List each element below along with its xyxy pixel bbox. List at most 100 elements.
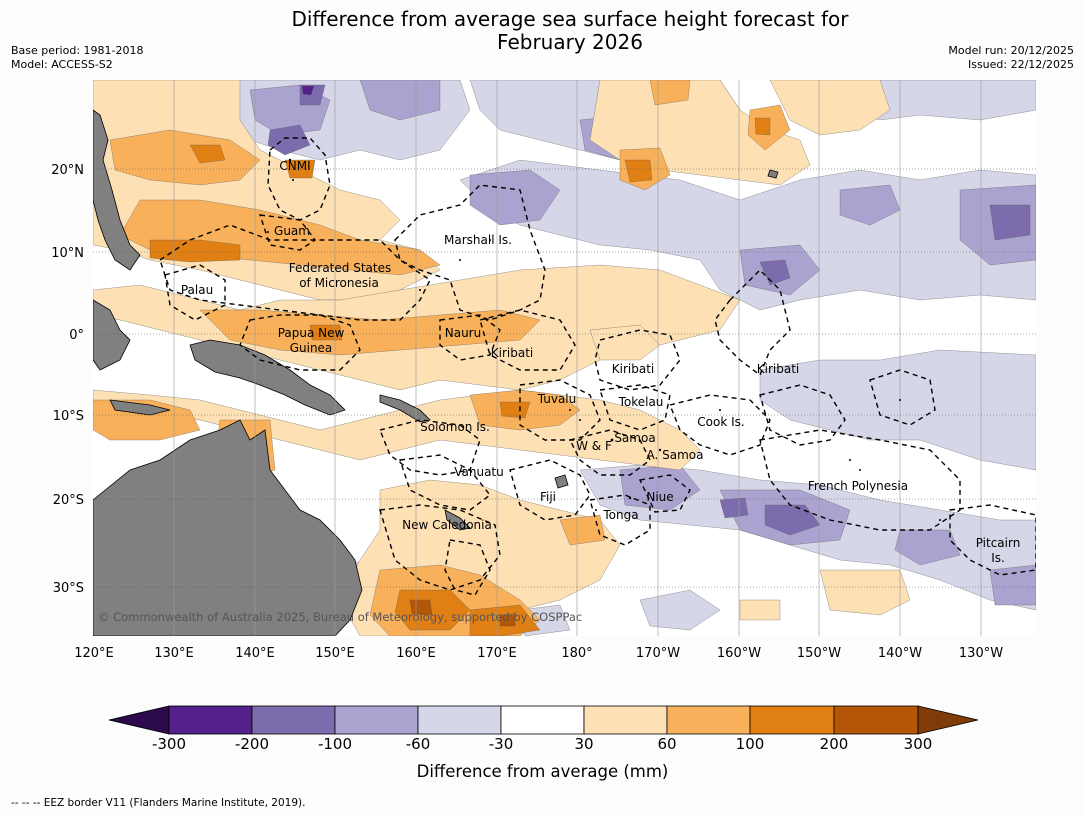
anomaly-pos60-areas (93, 80, 791, 636)
label-fsm-2: of Micronesia (299, 276, 379, 290)
land-masses (93, 109, 779, 636)
label-guam: Guam (274, 224, 310, 238)
label-fsm-1: Federated States (289, 261, 391, 275)
label-pitcairn-1: Pitcairn (976, 536, 1021, 550)
land-new-guinea (189, 339, 346, 416)
colorbar-bin (583, 705, 668, 735)
colorbar-bin (417, 705, 502, 735)
lat-tick: 0° (69, 328, 84, 343)
lon-tick: 150°E (315, 646, 355, 661)
colorbar-bin (251, 705, 336, 735)
colorbar-bin (666, 705, 751, 735)
label-asamoa: A. Samoa (647, 448, 704, 462)
label-marshall: Marshall Is. (444, 233, 512, 247)
lon-tick: 130°W (959, 646, 1003, 661)
lon-tick: 160°E (396, 646, 436, 661)
colorbar-tick: 200 (819, 735, 849, 753)
lon-tick: 170°E (477, 646, 517, 661)
gridlines (173, 80, 982, 636)
label-tokelau: Tokelau (618, 395, 664, 409)
lon-tick: 120°E (74, 646, 114, 661)
lon-axis: 120°E 130°E 140°E 150°E 160°E 170°E 180°… (74, 646, 1003, 661)
lon-tick: 130°E (154, 646, 194, 661)
colorbar-tick: 30 (574, 735, 594, 753)
colorbar-tick: -60 (405, 735, 431, 753)
lon-tick: 150°W (797, 646, 841, 661)
lon-tick: 170°W (636, 646, 680, 661)
colorbar-tick: 60 (657, 735, 677, 753)
region-labels: CNMI Guam Marshall Is. Federated States … (181, 159, 1020, 565)
label-samoa: Samoa (614, 431, 655, 445)
label-fiji: Fiji (540, 490, 556, 504)
label-new-caledonia: New Caledonia (402, 518, 492, 532)
label-tuvalu: Tuvalu (537, 392, 577, 406)
lat-axis: 20°N 10°N 0° 10°S 20°S 30°S (51, 163, 84, 596)
colorbar-tick: -300 (151, 735, 187, 753)
map-title: Difference from average sea surface heig… (0, 8, 1085, 54)
base-period: Base period: 1981-2018 (11, 44, 144, 57)
lon-tick: 180° (561, 646, 592, 661)
label-cook: Cook Is. (697, 415, 744, 429)
colorbar-bin (500, 705, 585, 735)
land-timor (109, 399, 171, 416)
lat-tick: 30°S (53, 581, 84, 596)
colorbar-neg-extreme (108, 705, 170, 735)
colorbar-bin (334, 705, 419, 735)
label-tonga: Tonga (602, 508, 638, 522)
lat-tick: 20°S (53, 493, 84, 508)
label-png-1: Papua New (278, 326, 345, 340)
colorbar-bin (168, 705, 253, 735)
label-french-polynesia: French Polynesia (808, 479, 908, 493)
label-pitcairn-2: Is. (991, 551, 1005, 565)
colorbar-tick: 100 (735, 735, 765, 753)
label-nauru: Nauru (445, 326, 481, 340)
model-name: Model: ACCESS-S2 (11, 58, 113, 71)
title-line-1: Difference from average sea surface heig… (291, 7, 849, 31)
lat-tick: 20°N (51, 163, 84, 178)
meta-left: Base period: 1981-2018 Model: ACCESS-S2 (11, 44, 143, 72)
model-run: Model run: 20/12/2025 (948, 44, 1074, 57)
label-kiribati-e: Kiribati (757, 362, 799, 376)
anomaly-pos200-areas (409, 599, 516, 627)
colorbar-bin (833, 705, 919, 735)
land-australia (93, 419, 363, 636)
lat-tick: 10°N (51, 246, 84, 261)
colorbar-title: Difference from average (mm) (416, 762, 669, 781)
label-png-2: Guinea (290, 341, 333, 355)
label-palau: Palau (181, 283, 213, 297)
label-solomon: Solomon Is. (420, 420, 490, 434)
land-hawaii (767, 169, 779, 179)
label-kiribati-c: Kiribati (612, 362, 654, 376)
title-line-2: February 2026 (497, 30, 643, 54)
eez-footnote: -- -- -- EEZ border V11 (Flanders Marine… (11, 797, 306, 809)
lat-tick: 10°S (53, 409, 84, 424)
lon-tick: 140°E (235, 646, 275, 661)
label-kiribati-w: Kiribati (491, 346, 533, 360)
colorbar-bin (749, 705, 835, 735)
anomaly-neg200-areas (267, 84, 1031, 536)
land-new-caledonia (444, 509, 471, 531)
colorbar-tick: -100 (317, 735, 353, 753)
lon-tick: 160°W (717, 646, 761, 661)
label-niue: Niue (646, 490, 673, 504)
label-cnmi: CNMI (279, 159, 310, 173)
land-borneo-sulawesi (93, 299, 131, 371)
anomaly-shading (93, 80, 1036, 636)
land-fiji (554, 474, 569, 489)
lon-tick: 140°W (878, 646, 922, 661)
eez-borders (159, 137, 1036, 596)
colorbar-pos-extreme (917, 705, 979, 735)
small-islands (267, 158, 941, 521)
colorbar-tick: -30 (488, 735, 514, 753)
meta-right: Model run: 20/12/2025 Issued: 22/12/2025 (948, 44, 1074, 72)
lat-gridlines (93, 168, 1036, 588)
label-wf: W & F (576, 439, 612, 453)
map-panel: CNMI Guam Marshall Is. Federated States … (93, 80, 1036, 636)
issued-date: Issued: 22/12/2025 (967, 58, 1074, 71)
land-philippines (93, 109, 141, 271)
anomaly-neg300-areas (301, 85, 315, 96)
colorbar-tick: 300 (903, 735, 933, 753)
colorbar-tick: -200 (234, 735, 270, 753)
label-vanuatu: Vanuatu (454, 465, 504, 479)
